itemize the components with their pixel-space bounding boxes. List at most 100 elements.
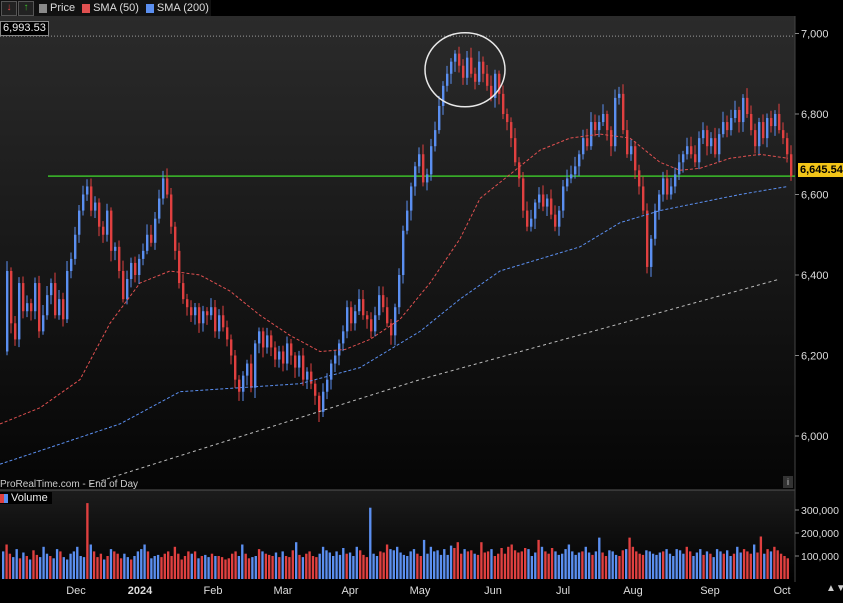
volume-bar	[779, 553, 783, 579]
volume-bar	[72, 551, 76, 579]
candle-body	[54, 283, 57, 316]
up-arrow-icon[interactable]: ↑	[18, 0, 34, 16]
candle-body	[130, 262, 133, 280]
volume-bar	[321, 546, 325, 579]
volume-bar	[82, 557, 86, 579]
highlight-circle	[424, 31, 506, 108]
candle-body	[282, 351, 285, 364]
info-icon[interactable]: i	[783, 476, 793, 488]
candle-body	[658, 194, 661, 211]
volume-bar	[500, 548, 503, 579]
candle-body	[326, 379, 329, 392]
candle-body	[178, 250, 181, 284]
volume-bar	[345, 553, 348, 579]
volume-bar	[227, 558, 230, 579]
volume-bar	[113, 551, 116, 579]
candle-body	[138, 258, 141, 275]
volume-bar	[197, 558, 200, 579]
candle-body	[310, 371, 313, 384]
candle-body	[546, 198, 549, 207]
candle-body	[42, 315, 45, 332]
candle-body	[742, 97, 745, 123]
volume-bar	[18, 558, 22, 579]
volume-bar	[167, 551, 170, 579]
volume-bar	[416, 553, 419, 579]
volume-bar	[160, 557, 163, 579]
volume-bar	[651, 553, 655, 579]
volume-bar	[497, 553, 500, 579]
volume-bar	[446, 554, 449, 579]
candle-body	[230, 339, 233, 356]
volume-bar	[554, 551, 557, 579]
volume-bar	[460, 553, 463, 579]
candle-body	[110, 210, 113, 251]
volume-bar	[284, 556, 288, 579]
volume-bar	[662, 551, 665, 579]
candle-body	[22, 283, 25, 312]
volume-bar	[668, 553, 672, 579]
volume-bar	[618, 556, 621, 579]
candle-body	[702, 130, 705, 139]
volume-bar	[783, 556, 786, 579]
x-tick-label: Aug	[623, 585, 643, 597]
volume-bar	[702, 554, 705, 579]
candle-body	[598, 122, 601, 131]
volume-bar	[278, 557, 281, 579]
candle-body	[342, 331, 345, 344]
volume-bar	[150, 558, 153, 579]
volume-bar	[769, 551, 773, 579]
volume-bar	[655, 554, 658, 579]
volume-bar	[594, 551, 598, 579]
volume-bar	[419, 556, 422, 579]
candle-body	[302, 355, 305, 380]
volume-bar	[89, 544, 92, 579]
volume-bar	[130, 559, 133, 579]
candle-body	[350, 307, 353, 324]
volume-bar	[753, 544, 756, 579]
candle-body	[590, 122, 593, 147]
legend-sma50[interactable]: SMA (50)	[82, 2, 141, 14]
candle-body	[214, 307, 217, 332]
volume-bar	[359, 550, 362, 580]
volume-bar	[133, 556, 136, 579]
candle-body	[206, 311, 209, 316]
volume-bar	[540, 546, 544, 579]
volume-bar	[466, 551, 470, 579]
volume-bar	[244, 553, 247, 579]
down-arrow-icon[interactable]: ↓	[1, 0, 17, 16]
volume-bar	[480, 542, 483, 579]
price-panel-bg	[0, 16, 795, 490]
candle-body	[746, 97, 749, 114]
volume-bar	[449, 545, 453, 579]
candle-body	[466, 57, 469, 78]
volume-bar	[59, 551, 62, 579]
candle-body	[678, 162, 681, 175]
zoom-icon[interactable]: ▲▼	[826, 583, 843, 594]
sma50-swatch-icon	[82, 3, 91, 13]
candle-body	[618, 93, 621, 98]
volume-bar	[28, 559, 32, 579]
candle-body	[782, 130, 785, 139]
legend-sma200[interactable]: SMA (200)	[145, 2, 211, 14]
volume-bar	[689, 551, 692, 579]
x-tick-label: Apr	[341, 585, 358, 597]
candle-body	[18, 283, 21, 340]
candle-body	[570, 174, 573, 179]
volume-tick-label: 200,000	[801, 528, 839, 540]
volume-bar	[547, 553, 550, 579]
volume-bar	[342, 548, 345, 579]
volume-bar	[732, 553, 736, 579]
candle-body	[126, 279, 129, 300]
candle-body	[542, 194, 545, 207]
volume-bar	[126, 557, 129, 579]
candle-body	[198, 307, 201, 324]
legend-price[interactable]: Price	[39, 2, 77, 14]
volume-bar	[776, 550, 779, 580]
volume-title[interactable]: Volume	[0, 492, 52, 504]
volume-bar	[483, 552, 486, 579]
volume-bar	[274, 552, 278, 579]
volume-bar	[288, 557, 291, 579]
candle-body	[790, 154, 793, 177]
candle-body	[470, 57, 473, 74]
